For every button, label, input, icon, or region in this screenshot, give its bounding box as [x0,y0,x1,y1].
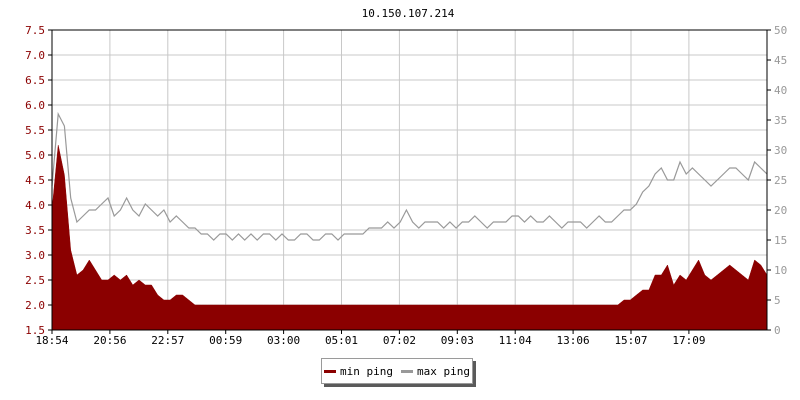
legend: min ping max ping [321,358,473,384]
right-tick-label: 50 [774,24,787,37]
max-ping-line [51,111,768,241]
x-tick-label: 20:56 [93,334,126,347]
right-tick-label: 45 [774,54,787,67]
right-tick-label: 15 [774,234,787,247]
x-tick-label: 18:54 [35,334,68,347]
x-tick-label: 13:06 [557,334,590,347]
min-ping-series [51,144,768,331]
right-tick-label: 30 [774,144,787,157]
left-tick-label: 1.5 [25,324,45,337]
max-ping-swatch [401,369,413,373]
right-tick-label: 0 [774,324,781,337]
right-tick-label: 35 [774,114,787,127]
x-tick-label: 05:01 [325,334,358,347]
right-axis: 0 5 10 15 20 25 30 35 40 45 50 [767,24,787,337]
x-tick-label: 17:09 [672,334,705,347]
left-tick-label: 2.0 [25,299,45,312]
right-tick-label: 10 [774,264,787,277]
right-tick-label: 5 [774,294,781,307]
left-tick-label: 4.0 [25,199,45,212]
legend-label-min: min ping [340,364,393,378]
min-ping-area [51,144,768,331]
right-tick-label: 20 [774,204,787,217]
left-tick-label: 5.5 [25,124,45,137]
max-ping-series [51,111,768,241]
left-tick-label: 6.5 [25,74,45,87]
x-tick-label: 22:57 [151,334,184,347]
x-tick-label: 07:02 [383,334,416,347]
left-tick-label: 6.0 [25,99,45,112]
legend-item-min: min ping [324,365,393,378]
chart-title: 10.150.107.214 [362,7,455,20]
x-tick-label: 15:07 [614,334,647,347]
left-tick-label: 4.5 [25,174,45,187]
right-tick-label: 25 [774,174,787,187]
left-tick-label: 3.0 [25,249,45,262]
x-tick-label: 09:03 [441,334,474,347]
x-tick-label: 03:00 [267,334,300,347]
left-tick-label: 7.5 [25,24,45,37]
left-tick-label: 5.0 [25,149,45,162]
right-tick-label: 40 [774,84,787,97]
min-ping-swatch [324,369,337,373]
x-tick-label: 11:04 [499,334,532,347]
legend-item-max: max ping [401,365,470,378]
left-tick-label: 2.5 [25,274,45,287]
left-tick-label: 7.0 [25,49,45,62]
x-tick-label: 00:59 [209,334,242,347]
left-tick-label: 3.5 [25,224,45,237]
left-axis: 1.5 2.0 2.5 3.0 3.5 4.0 4.5 5.0 5.5 6.0 6.5 7.0 7.5 [25,24,52,337]
legend-label-max: max ping [417,364,470,378]
x-axis: 18:54 20:56 22:57 00:59 03:00 05:01 07:02 09:03… [35,330,705,347]
